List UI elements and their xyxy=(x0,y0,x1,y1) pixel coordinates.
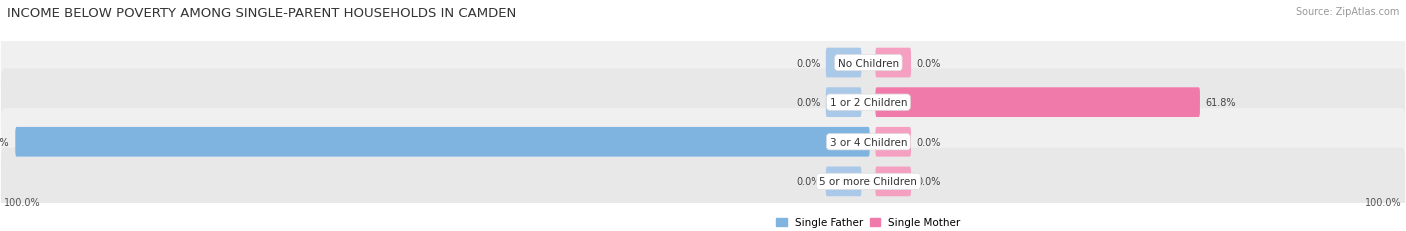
FancyBboxPatch shape xyxy=(876,167,911,196)
Text: Source: ZipAtlas.com: Source: ZipAtlas.com xyxy=(1295,7,1399,17)
Text: 0.0%: 0.0% xyxy=(917,177,941,187)
Text: INCOME BELOW POVERTY AMONG SINGLE-PARENT HOUSEHOLDS IN CAMDEN: INCOME BELOW POVERTY AMONG SINGLE-PARENT… xyxy=(7,7,516,20)
Text: 0.0%: 0.0% xyxy=(796,98,821,108)
Text: 5 or more Children: 5 or more Children xyxy=(820,177,917,187)
FancyBboxPatch shape xyxy=(876,88,1199,118)
Legend: Single Father, Single Mother: Single Father, Single Mother xyxy=(776,217,960,227)
Text: 3 or 4 Children: 3 or 4 Children xyxy=(830,137,907,147)
Text: 100.0%: 100.0% xyxy=(4,197,41,207)
FancyBboxPatch shape xyxy=(1,69,1405,136)
Text: 1 or 2 Children: 1 or 2 Children xyxy=(830,98,907,108)
Text: 100.0%: 100.0% xyxy=(1365,197,1402,207)
Text: 61.8%: 61.8% xyxy=(1205,98,1236,108)
Text: 0.0%: 0.0% xyxy=(917,137,941,147)
FancyBboxPatch shape xyxy=(1,148,1405,215)
Text: 0.0%: 0.0% xyxy=(796,177,821,187)
FancyBboxPatch shape xyxy=(15,127,870,157)
FancyBboxPatch shape xyxy=(825,88,862,118)
FancyBboxPatch shape xyxy=(1,30,1405,97)
FancyBboxPatch shape xyxy=(825,49,862,78)
Text: 100.0%: 100.0% xyxy=(0,137,10,147)
Text: 0.0%: 0.0% xyxy=(917,58,941,68)
Text: 0.0%: 0.0% xyxy=(796,58,821,68)
FancyBboxPatch shape xyxy=(876,49,911,78)
Text: No Children: No Children xyxy=(838,58,898,68)
FancyBboxPatch shape xyxy=(1,109,1405,176)
FancyBboxPatch shape xyxy=(876,127,911,157)
FancyBboxPatch shape xyxy=(825,167,862,196)
